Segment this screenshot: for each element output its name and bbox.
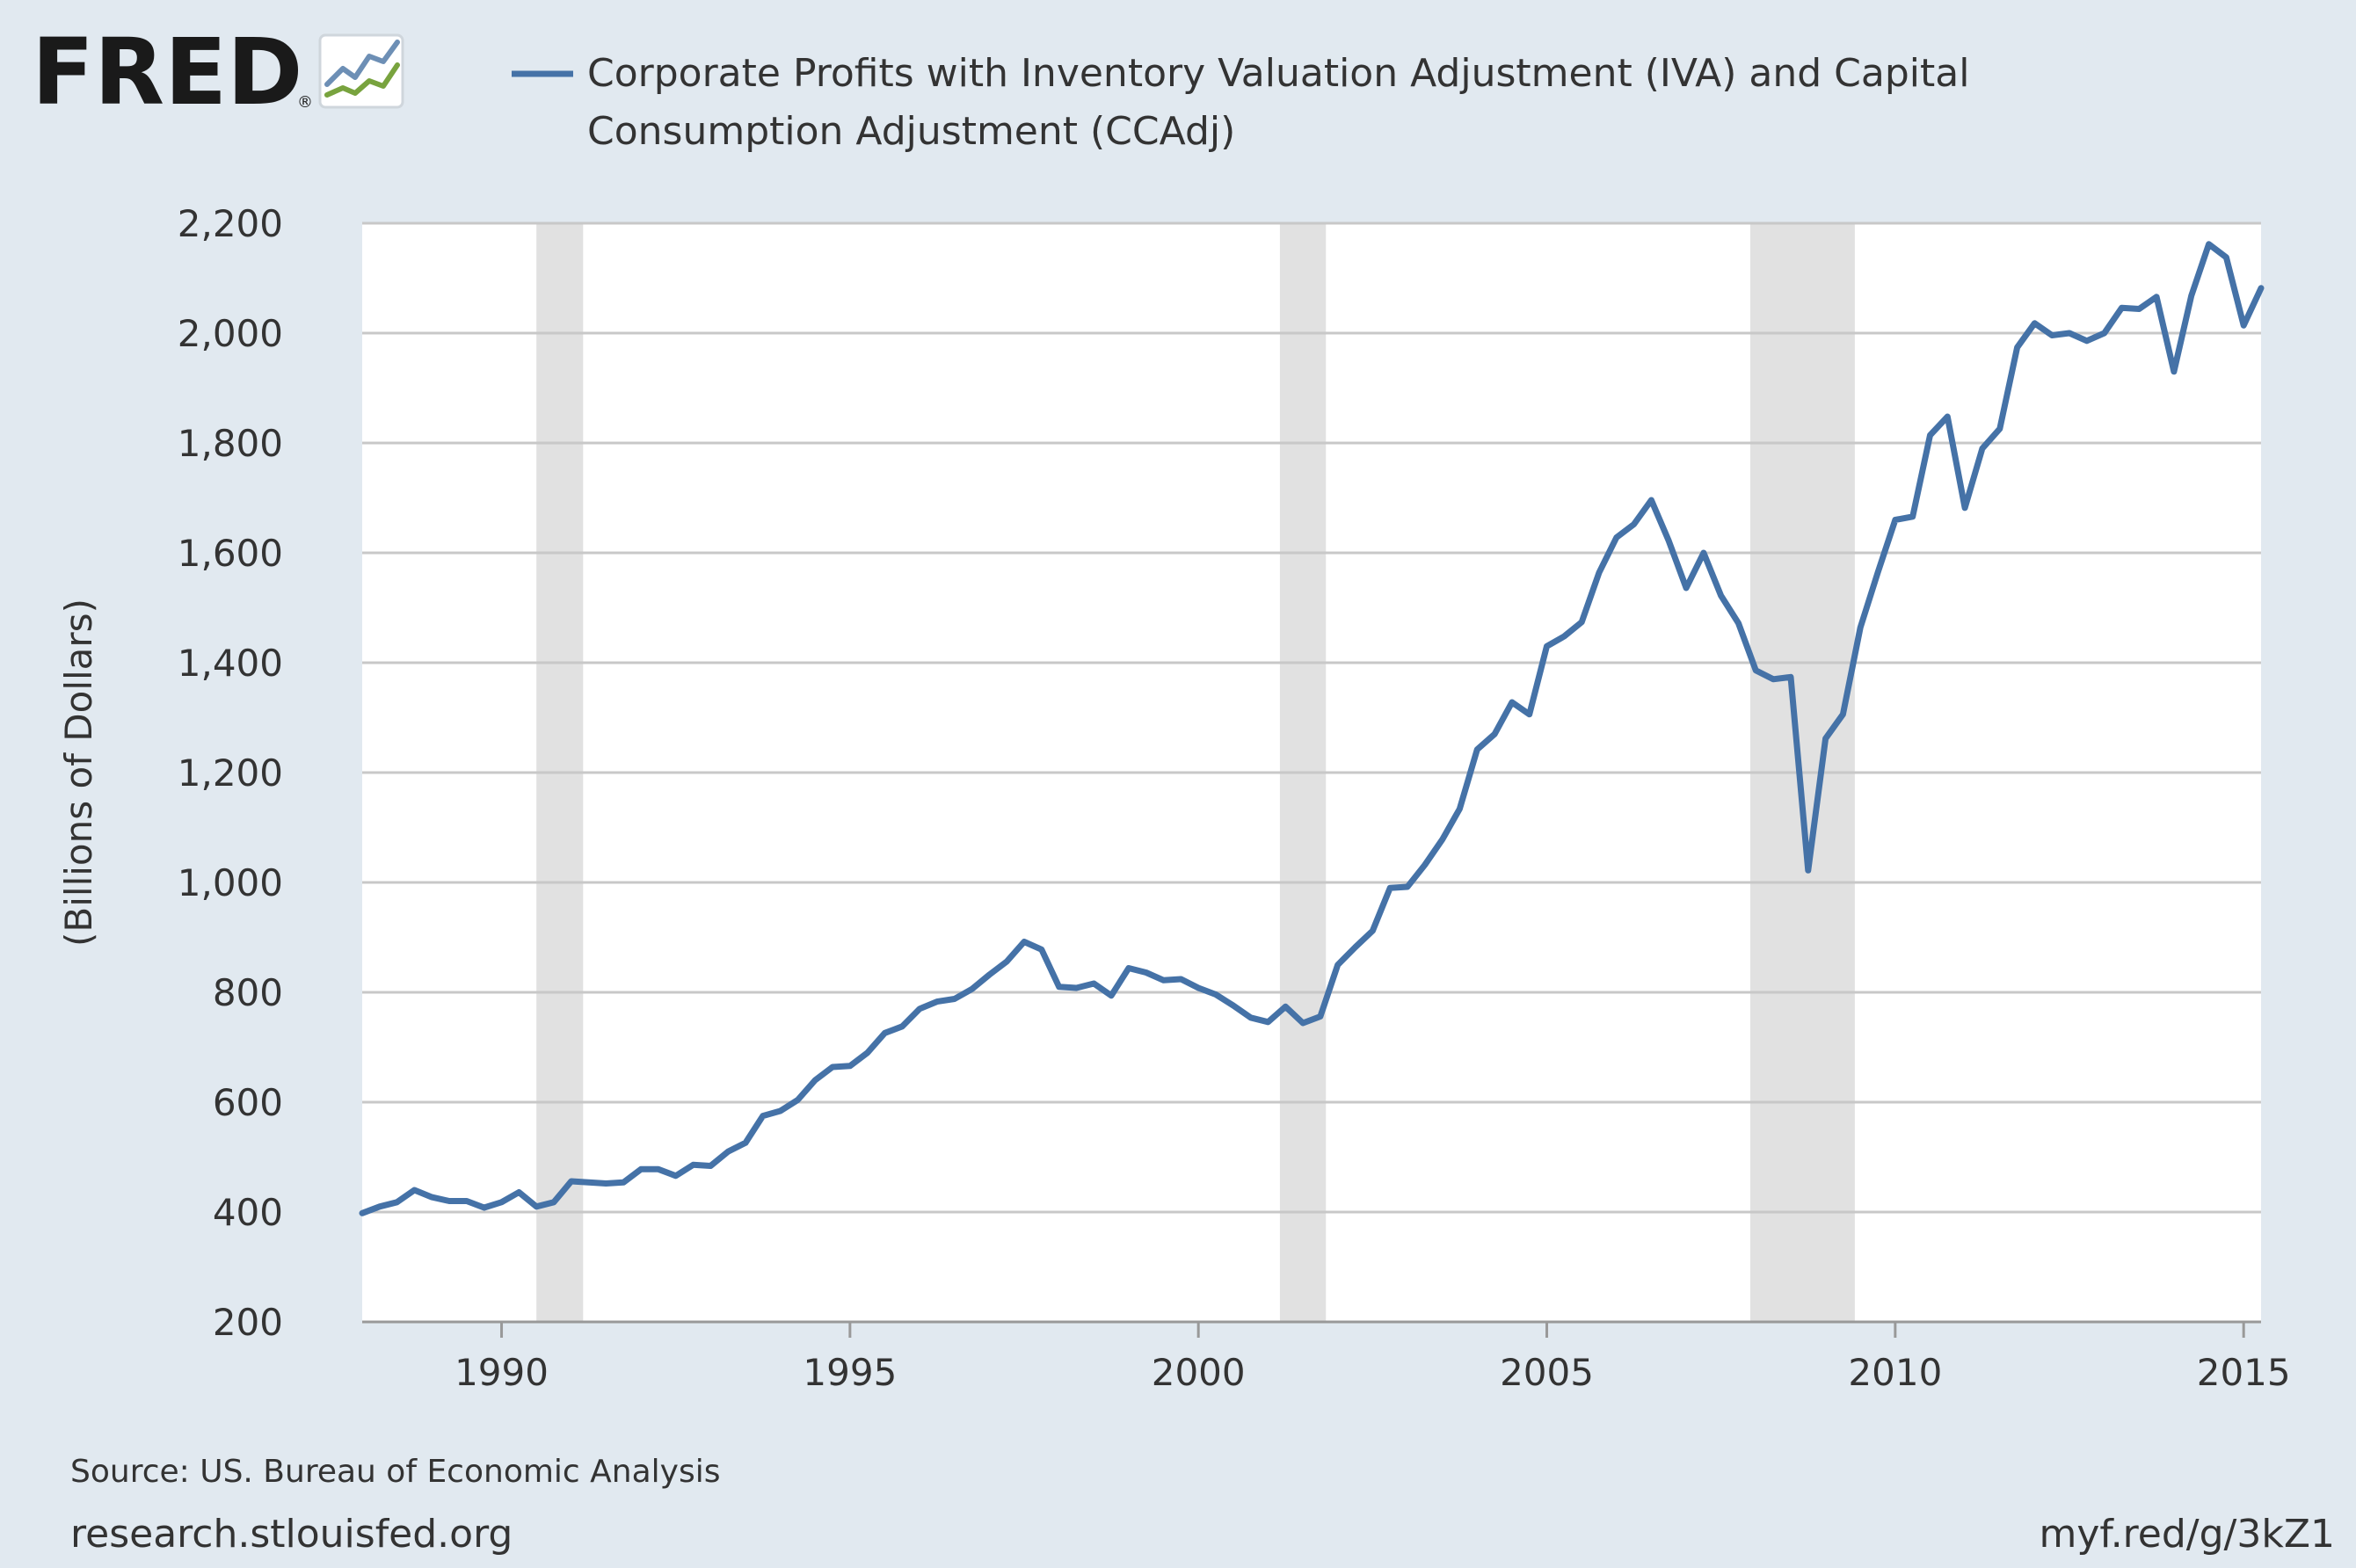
x-axis: 1990 1995 2000 2005 2010 2015 xyxy=(362,1320,2291,1394)
site-link[interactable]: research.stlouisfed.org xyxy=(70,1512,513,1557)
series-line xyxy=(359,241,2265,1216)
source-text: Source: US. Bureau of Economic Analysis xyxy=(70,1454,720,1490)
x-tick-label: 1995 xyxy=(803,1351,897,1394)
y-tick-label: 1,200 xyxy=(178,751,283,795)
logo-text: FRED xyxy=(32,18,303,126)
fred-logo[interactable]: FRED ® xyxy=(32,18,404,126)
y-tick-label: 2,000 xyxy=(178,312,283,355)
y-tick-label: 800 xyxy=(213,971,283,1014)
logo-registered-mark: ® xyxy=(297,93,313,112)
y-axis-label: (Billions of Dollars) xyxy=(57,599,100,947)
y-tick-label: 1,600 xyxy=(178,532,283,575)
y-tick-label: 1,000 xyxy=(178,861,283,904)
x-tick-label: 1990 xyxy=(454,1351,549,1394)
legend-label-line-2: Consumption Adjustment (CCAdj) xyxy=(587,109,1235,154)
y-tick-label: 600 xyxy=(213,1081,283,1124)
y-axis: 200 400 600 800 1,000 1,200 1,400 1,600 1,800 2,0… xyxy=(178,202,283,1344)
x-tick-label: 2010 xyxy=(1848,1351,1942,1394)
y-tick-label: 400 xyxy=(213,1191,283,1234)
x-tick-label: 2005 xyxy=(1500,1351,1594,1394)
legend-label-line-1: Corporate Profits with Inventory Valuati… xyxy=(587,51,1969,96)
y-tick-label: 200 xyxy=(213,1301,283,1344)
logo-chart-icon xyxy=(318,33,404,109)
x-tick-label: 2000 xyxy=(1152,1351,1246,1394)
x-tick-label: 2015 xyxy=(2197,1351,2291,1394)
y-tick-label: 1,800 xyxy=(178,422,283,465)
legend: Corporate Profits with Inventory Valuati… xyxy=(512,51,1969,154)
y-tick-label: 2,200 xyxy=(178,202,283,245)
y-tick-label: 1,400 xyxy=(178,642,283,685)
short-link[interactable]: myf.red/g/3kZ1 xyxy=(2040,1512,2336,1557)
